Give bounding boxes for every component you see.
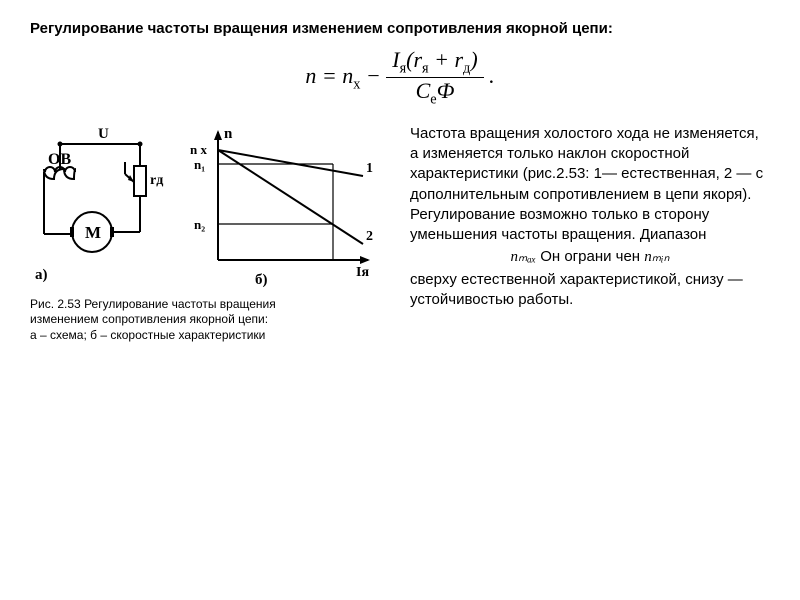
chart-label-b: б)	[255, 272, 268, 288]
speed-chart: n Iя n x n₁ n₂ 1 2	[185, 124, 380, 289]
num-r1-sub: я	[422, 60, 429, 76]
formula-fraction: Iя(rя + rд) CеФ	[386, 47, 483, 109]
axis-n: n	[224, 126, 233, 142]
body-mid: Он ограни чен	[540, 248, 640, 265]
nmax: nₘₐₓ	[511, 249, 537, 265]
tick-nx: n x	[190, 142, 207, 157]
label-M: М	[85, 223, 101, 242]
caption-line3: а – схема; б – скоростные характеристики	[30, 328, 390, 344]
body-p2: сверху естественной характеристикой, сни…	[410, 271, 743, 308]
formula-dot: .	[489, 63, 495, 88]
label-rd: rд	[150, 173, 163, 188]
tick-n2: n₂	[194, 217, 205, 232]
body-text: Частота вращения холостого хода не измен…	[410, 124, 770, 344]
page-title: Регулирование частоты вращения изменение…	[30, 20, 770, 37]
figure-caption: Рис. 2.53 Регулирование частоты вращения…	[30, 297, 390, 344]
caption-line1: Рис. 2.53 Регулирование частоты вращения	[30, 297, 390, 313]
caption-line2: изменением сопротивления якорной цепи:	[30, 312, 390, 328]
body-p1: Частота вращения холостого хода не измен…	[410, 125, 763, 243]
num-close: )	[470, 47, 477, 72]
axis-I: Iя	[356, 265, 369, 280]
left-column: U ОВ rд	[30, 124, 390, 344]
circuit-diagram: U ОВ rд	[30, 124, 175, 289]
nmin: nₘᵢₙ	[644, 249, 669, 265]
tick-n1: n₁	[194, 157, 205, 172]
formula: n = nх − Iя(rя + rд) CеФ .	[30, 47, 770, 109]
formula-lhs-sub: х	[353, 76, 360, 92]
formula-lhs: n = n	[305, 63, 353, 88]
line1-label: 1	[366, 161, 373, 176]
num-open: (r	[406, 47, 422, 72]
den-phi: Ф	[437, 78, 455, 103]
circuit-label-a: а)	[35, 267, 48, 283]
den-C: C	[416, 78, 431, 103]
diagrams: U ОВ rд	[30, 124, 390, 289]
label-U: U	[98, 126, 109, 142]
formula-minus: −	[366, 63, 386, 88]
num-plus: + r	[429, 47, 463, 72]
line2-label: 2	[366, 229, 373, 244]
content-row: U ОВ rд	[30, 124, 770, 344]
num-I: I	[392, 47, 399, 72]
